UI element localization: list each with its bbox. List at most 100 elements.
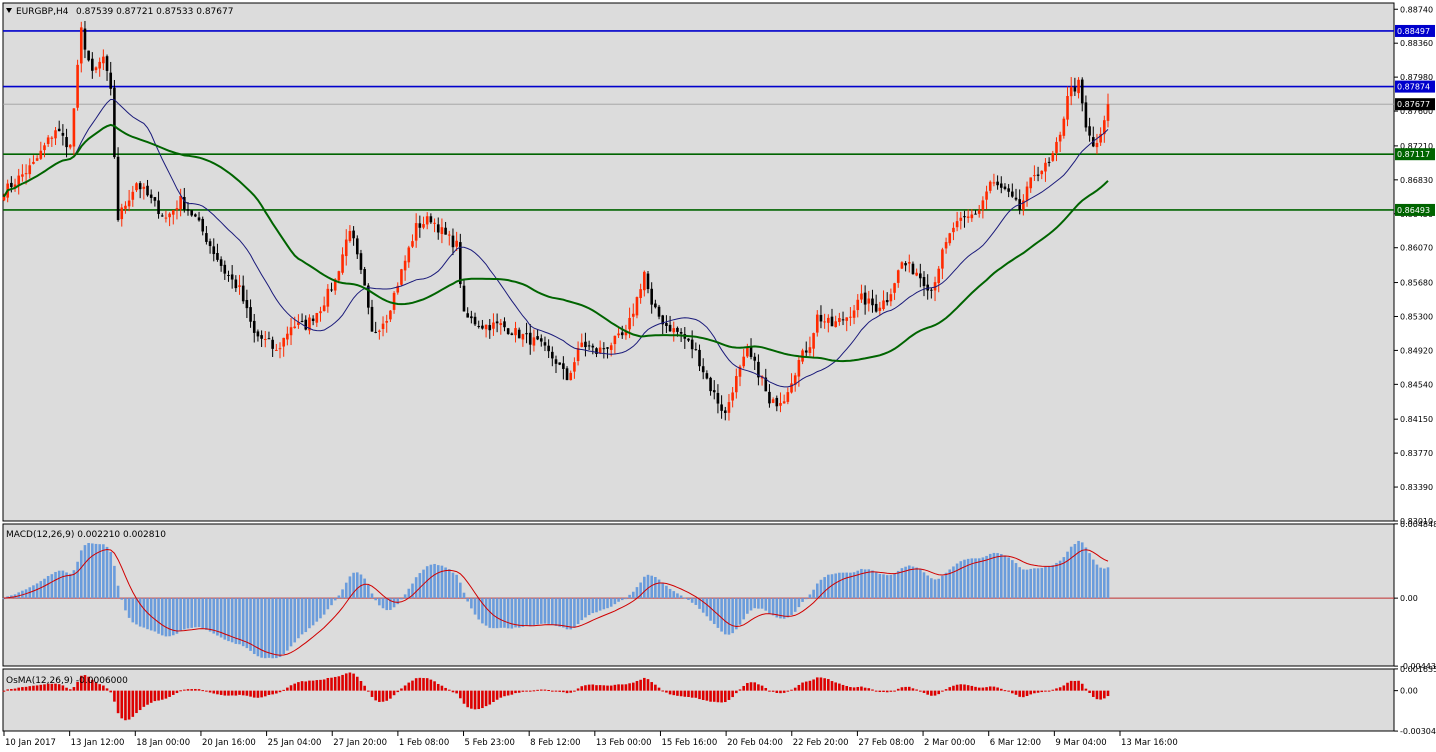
x-tick-label: 5 Feb 23:00	[465, 738, 515, 748]
macd-bar	[477, 598, 481, 620]
macd-bar	[952, 566, 955, 599]
osma-bar	[624, 684, 628, 691]
macd-bar	[782, 598, 786, 619]
osma-bar	[183, 689, 186, 691]
macd-bar	[838, 572, 841, 599]
osma-bar	[205, 690, 208, 692]
macd-bar	[492, 598, 495, 629]
macd-bar	[573, 598, 576, 628]
osma-bar	[440, 685, 444, 691]
osma-bar	[565, 690, 569, 694]
candle-body	[738, 366, 742, 377]
osma-bar	[271, 690, 274, 695]
candle-body	[907, 262, 911, 264]
osma-bar	[39, 684, 43, 691]
macd-bar	[289, 598, 293, 647]
osma-bar	[1066, 682, 1069, 691]
macd-bar	[941, 575, 944, 599]
candle-body	[1033, 175, 1036, 177]
macd-bar	[138, 598, 142, 627]
candle-body	[716, 392, 720, 404]
main-panel[interactable]	[2, 2, 1395, 522]
osma-bar	[999, 688, 1003, 691]
macd-bar	[54, 571, 57, 599]
osma-bar	[587, 684, 591, 691]
candle-body	[241, 285, 245, 302]
macd-bar	[539, 598, 543, 624]
candle-body	[359, 253, 363, 270]
osma-bar	[823, 678, 826, 691]
macd-title: MACD(12,26,9) 0.002210 0.002810	[6, 530, 166, 540]
candle-body	[845, 317, 849, 321]
macd-bar	[668, 588, 672, 599]
candle-body	[238, 285, 241, 287]
candle-body	[620, 332, 624, 336]
candle-body	[735, 376, 738, 393]
y-tick-label: 0.83770	[1400, 449, 1433, 458]
macd-bar	[164, 598, 168, 637]
macd-bar	[643, 576, 646, 599]
osma-bar	[963, 684, 966, 691]
candle-body	[300, 320, 304, 322]
osma-bar	[1051, 689, 1055, 691]
candle-body	[186, 209, 190, 211]
macd-bar	[723, 598, 727, 635]
macd-bar	[263, 598, 267, 659]
osma-bar	[661, 690, 665, 692]
osma-bar	[676, 690, 679, 696]
macd-bar	[996, 553, 999, 599]
osma-panel[interactable]	[2, 668, 1395, 732]
macd-bar	[944, 572, 948, 599]
candle-body	[278, 348, 282, 350]
candle-body	[609, 345, 613, 350]
osma-bar	[955, 684, 959, 691]
macd-bar	[396, 598, 400, 605]
candle-body	[885, 300, 889, 303]
candle-body	[447, 234, 451, 236]
y-tick-label: 0.84540	[1400, 380, 1433, 389]
symbol-label: EURGBP,H4	[16, 7, 69, 17]
candle-body	[179, 195, 182, 210]
candle-body	[631, 313, 635, 317]
candle-body	[712, 390, 716, 393]
macd-bar	[10, 595, 13, 599]
candle-body	[948, 233, 952, 244]
osma-bar	[996, 687, 999, 691]
osma-bar	[83, 675, 87, 691]
osma-bar	[400, 688, 403, 691]
candle-body	[959, 217, 963, 221]
candle-body	[282, 337, 285, 347]
macd-bar	[1036, 568, 1040, 599]
macd-bar	[411, 583, 414, 599]
osma-bar	[547, 690, 550, 692]
osma-bar	[396, 690, 400, 693]
osma-bar	[1069, 680, 1073, 691]
osma-bar	[506, 690, 510, 696]
macd-bar	[227, 598, 230, 642]
candle-body	[815, 314, 819, 333]
macd-bar	[595, 598, 598, 613]
osma-bar	[753, 682, 757, 691]
osma-bar	[690, 690, 694, 698]
macd-bar	[624, 598, 628, 600]
osma-bar	[175, 690, 179, 694]
macd-bar	[168, 598, 171, 637]
macd-panel[interactable]	[2, 523, 1395, 667]
candle-body	[28, 165, 32, 175]
candle-body	[367, 285, 370, 308]
candle-body	[87, 50, 90, 61]
candle-body	[661, 315, 665, 325]
candle-body	[389, 310, 392, 320]
dropdown-triangle-icon[interactable]	[6, 8, 12, 13]
candle-body	[400, 269, 403, 285]
candle-body	[838, 318, 841, 323]
macd-bar	[609, 598, 613, 607]
osma-bar	[988, 686, 992, 691]
osma-bar	[1077, 680, 1080, 691]
osma-y-tick-label: 0.001635	[1400, 665, 1436, 674]
candle-body	[407, 247, 411, 263]
osma-bar	[985, 687, 988, 691]
osma-bar	[620, 684, 624, 691]
candle-body	[775, 397, 779, 407]
